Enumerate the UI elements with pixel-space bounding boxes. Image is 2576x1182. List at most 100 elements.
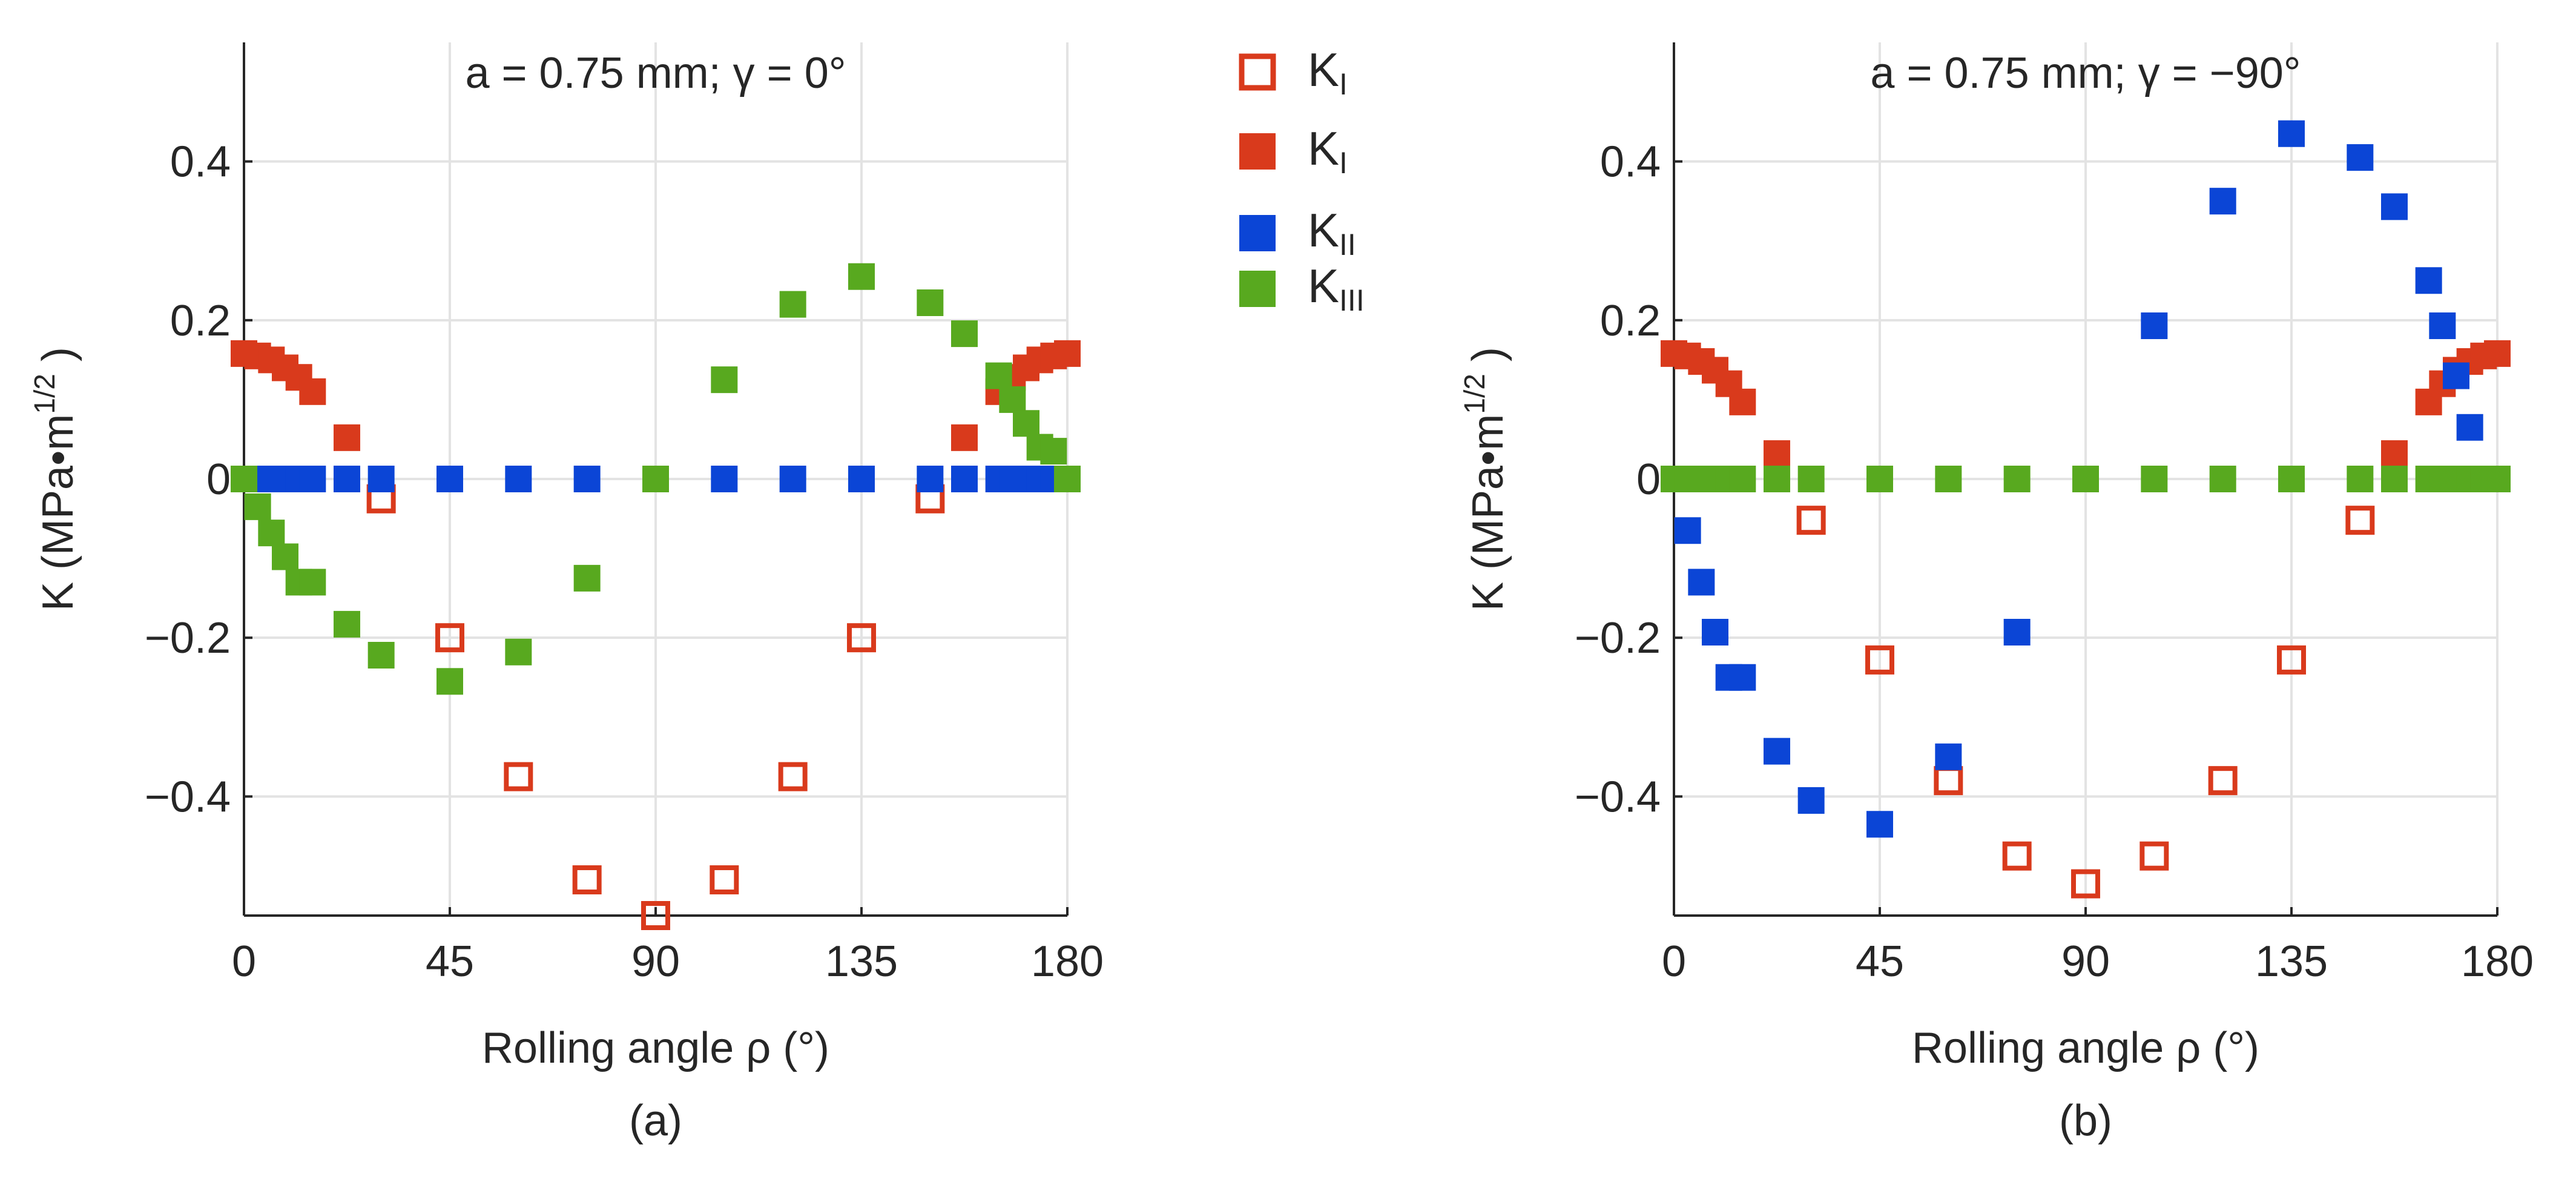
data-point-open xyxy=(778,762,808,791)
data-point xyxy=(436,466,463,492)
data-point-open xyxy=(572,865,602,895)
y-axis-label: K (MPa•m1/2 ) xyxy=(1459,347,1512,611)
x-tick-label: 135 xyxy=(825,937,898,986)
data-point xyxy=(272,543,298,570)
x-tick-label: 90 xyxy=(2061,937,2110,986)
data-point xyxy=(2072,466,2099,492)
legend: KI KI KII KIII xyxy=(1239,43,1365,317)
data-point-open xyxy=(2208,766,2238,796)
data-point xyxy=(505,638,532,665)
data-point xyxy=(436,668,463,695)
x-tick-label: 180 xyxy=(1031,937,1104,986)
legend-marker-ki-open xyxy=(1239,53,1276,91)
data-point xyxy=(1935,466,1962,492)
data-point-open xyxy=(1865,645,1894,675)
x-tick-label: 0 xyxy=(1662,937,1686,986)
data-point-open xyxy=(2002,841,2032,871)
data-point xyxy=(2415,267,2442,294)
data-point xyxy=(2003,466,2031,492)
data-point xyxy=(1729,466,1756,492)
data-point xyxy=(711,366,738,394)
data-point-open xyxy=(710,865,739,895)
data-point xyxy=(1674,517,1701,544)
data-point xyxy=(1729,388,1756,415)
data-point xyxy=(999,386,1026,413)
data-point xyxy=(2484,466,2511,492)
data-point-open xyxy=(1796,506,1826,535)
data-point xyxy=(2381,440,2408,467)
data-point-open xyxy=(641,901,670,930)
data-point xyxy=(299,466,326,492)
data-point xyxy=(2381,193,2408,220)
y-tick-label: −0.2 xyxy=(1575,614,1661,662)
legend-label-kii: KII xyxy=(1308,203,1356,262)
data-point-open xyxy=(2140,841,2169,871)
chart-title: a = 0.75 mm; γ = 0° xyxy=(465,49,846,97)
data-point-open xyxy=(2277,645,2306,675)
data-point xyxy=(2484,340,2511,367)
y-tick-label: −0.4 xyxy=(145,773,231,821)
data-point xyxy=(1935,743,1962,770)
data-point-open xyxy=(1934,766,1963,796)
data-point xyxy=(299,569,326,596)
legend-marker-kiii xyxy=(1239,271,1276,307)
data-point xyxy=(1688,569,1715,596)
x-tick-label: 180 xyxy=(2461,937,2534,986)
data-point-open xyxy=(504,762,533,791)
data-point xyxy=(2141,466,2168,492)
data-point-open xyxy=(2071,869,2100,899)
data-point xyxy=(917,289,944,316)
data-point xyxy=(985,362,1012,389)
series-3 xyxy=(1661,466,2511,492)
data-point xyxy=(231,466,257,492)
y-tick-label: 0 xyxy=(206,455,231,504)
y-axis-label: K (MPa•m1/2 ) xyxy=(29,347,82,611)
data-point xyxy=(367,466,395,492)
data-point xyxy=(779,291,806,318)
data-point xyxy=(2141,312,2168,339)
data-point xyxy=(1764,440,1790,467)
data-point xyxy=(2347,144,2374,171)
x-tick-label: 45 xyxy=(426,937,474,986)
chart-panel-b: 0 45 90 135 180 0.4 0.2 0 −0.2 −0.4 a = 0.75 mm; γ… xyxy=(1459,42,2534,1145)
data-point xyxy=(2443,362,2469,389)
series-2 xyxy=(244,466,1067,492)
data-point xyxy=(2278,466,2305,492)
data-point xyxy=(2429,312,2456,339)
data-point xyxy=(244,493,271,520)
legend-label-ki-open: KI xyxy=(1308,43,1348,101)
chart-title: a = 0.75 mm; γ = −90° xyxy=(1870,49,2301,97)
legend-marker-ki-filled xyxy=(1239,133,1276,170)
x-tick-label: 90 xyxy=(631,937,680,986)
data-point xyxy=(1013,410,1039,437)
panel-label: (a) xyxy=(629,1097,682,1145)
data-point xyxy=(848,466,875,492)
data-point xyxy=(334,610,360,638)
y-tick-label: 0 xyxy=(1636,455,1661,504)
data-point xyxy=(2209,188,2236,215)
data-point-open xyxy=(2345,506,2375,535)
data-point xyxy=(779,466,806,492)
data-point xyxy=(642,466,669,492)
y-tick-label: 0.2 xyxy=(170,297,231,345)
data-point xyxy=(1797,466,1825,492)
data-point xyxy=(2003,619,2031,646)
data-point xyxy=(1054,466,1081,492)
data-point xyxy=(299,378,326,405)
data-point xyxy=(258,520,285,547)
legend-label-kiii: KIII xyxy=(1308,259,1365,317)
x-tick-label: 135 xyxy=(2255,937,2328,986)
chart-panel-a: 0 45 90 135 180 0.4 0.2 0 −0.2 −0.4 a = 0.75 mm; γ… xyxy=(29,42,1104,1145)
y-tick-label: −0.4 xyxy=(1575,773,1661,821)
data-point xyxy=(2347,466,2374,492)
panel-label: (b) xyxy=(2059,1097,2112,1145)
data-point xyxy=(1764,466,1790,492)
data-point-open xyxy=(435,623,464,653)
series-3 xyxy=(231,263,1081,695)
data-point xyxy=(1797,787,1825,814)
y-tick-label: 0.4 xyxy=(170,138,231,187)
data-point-open xyxy=(847,623,876,653)
y-tick-label: −0.2 xyxy=(145,614,231,662)
data-point xyxy=(951,466,978,492)
